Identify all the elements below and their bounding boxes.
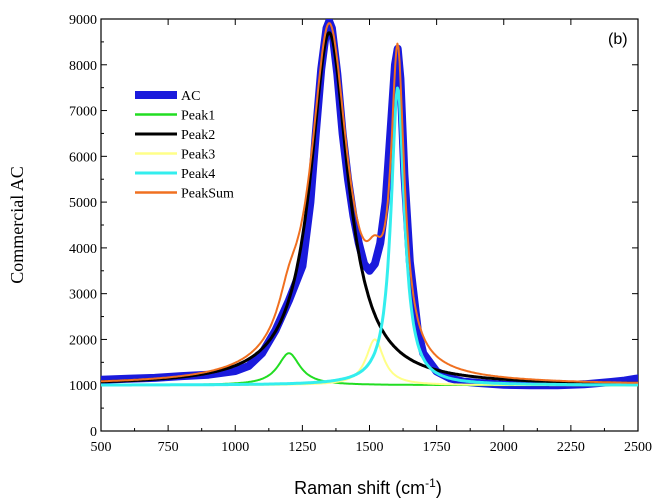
x-tick-label: 500 bbox=[91, 440, 112, 455]
legend: AC Peak1 Peak2 Peak3 Peak4 PeakSum bbox=[135, 89, 234, 202]
legend-label-peak2: Peak2 bbox=[181, 128, 215, 143]
series-line-peak4 bbox=[101, 86, 638, 387]
x-tick-labels: 500 750 1000 1250 1500 1750 2000 2250 2500 bbox=[91, 440, 653, 455]
x-tick-label: 2000 bbox=[490, 440, 518, 455]
y-tick-label: 0 bbox=[90, 425, 97, 440]
plot-frame bbox=[100, 18, 639, 432]
legend-label-ac: AC bbox=[181, 89, 200, 104]
y-tick-label: 3000 bbox=[69, 288, 97, 303]
x-tick-label: 750 bbox=[158, 440, 179, 455]
panel-label: (b) bbox=[608, 31, 628, 48]
y-tick-labels: 0 1000 2000 3000 4000 5000 6000 7000 8000 9000 bbox=[69, 13, 97, 440]
legend-label-peak4: Peak4 bbox=[181, 167, 215, 182]
y-tick-label: 2000 bbox=[69, 333, 97, 348]
series-line-peak2 bbox=[101, 31, 638, 385]
axis-ticks bbox=[100, 18, 639, 432]
y-tick-label: 7000 bbox=[69, 105, 97, 120]
legend-label-peak3: Peak3 bbox=[181, 148, 215, 163]
x-tick-label: 2250 bbox=[557, 440, 585, 455]
x-axis-title-text: Raman shift (cm bbox=[294, 478, 425, 498]
series-line-peaksum bbox=[101, 22, 638, 384]
x-tick-label: 1750 bbox=[423, 440, 451, 455]
legend-label-peak1: Peak1 bbox=[181, 109, 215, 124]
x-tick-label: 1000 bbox=[221, 440, 249, 455]
x-axis-title-superscript: -1 bbox=[425, 476, 436, 490]
y-tick-label: 1000 bbox=[69, 379, 97, 394]
x-tick-label: 2500 bbox=[624, 440, 652, 455]
y-axis-title: Commercial AC bbox=[7, 166, 27, 283]
y-tick-label: 5000 bbox=[69, 196, 97, 211]
x-tick-label: 1500 bbox=[356, 440, 384, 455]
y-tick-label: 8000 bbox=[69, 59, 97, 74]
x-axis-title: Raman shift (cm-1) bbox=[294, 476, 442, 498]
y-tick-label: 9000 bbox=[69, 13, 97, 28]
x-tick-label: 1250 bbox=[288, 440, 316, 455]
series-layer bbox=[101, 19, 638, 390]
y-tick-label: 4000 bbox=[69, 242, 97, 257]
legend-label-peaksum: PeakSum bbox=[181, 187, 234, 202]
plot-area bbox=[101, 19, 638, 390]
series-line-ac bbox=[101, 19, 638, 390]
x-axis-title-close: ) bbox=[436, 478, 442, 498]
y-tick-label: 6000 bbox=[69, 150, 97, 165]
